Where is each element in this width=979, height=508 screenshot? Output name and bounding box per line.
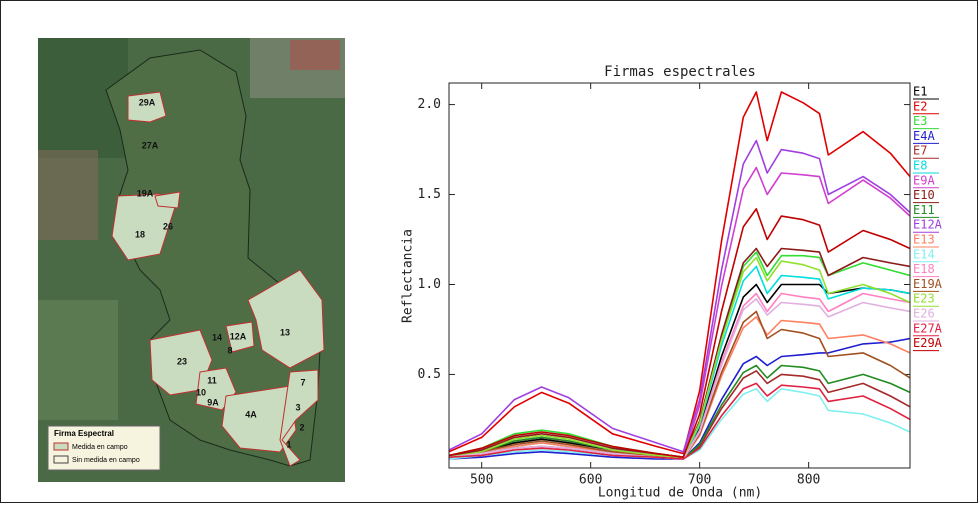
legend-label: E3 — [913, 114, 927, 128]
legend-label: E18 — [913, 262, 935, 276]
y-tick-label: 1.5 — [418, 187, 441, 202]
plot-label: 7 — [300, 377, 305, 387]
legend-label: E13 — [913, 233, 935, 247]
legend-swatch — [53, 455, 69, 464]
series-line — [449, 283, 910, 458]
plot-label: 12A — [230, 331, 247, 341]
plot — [111, 193, 177, 261]
series-line — [449, 310, 910, 460]
plot-label: 8 — [227, 345, 232, 355]
plot — [247, 269, 325, 369]
plot-label: 9A — [207, 397, 219, 407]
plot-label: 29A — [139, 97, 156, 107]
plot-label: 14 — [212, 332, 222, 342]
map-patch — [38, 300, 118, 420]
legend-label: E27A — [913, 321, 943, 335]
legend-label: E4A — [913, 129, 935, 143]
y-axis-label: Reflectancia — [401, 229, 416, 323]
map-legend-item: Sin medida en campo — [72, 457, 140, 464]
plot-label: 1 — [286, 439, 291, 449]
legend-label: E23 — [913, 292, 935, 306]
series-line — [449, 208, 910, 458]
plot-label: 26 — [163, 221, 173, 231]
x-tick-label: 700 — [688, 473, 711, 488]
plot-label: 10 — [196, 387, 206, 397]
y-tick-label: 1.0 — [418, 277, 441, 292]
plot — [225, 321, 255, 353]
series-line — [449, 247, 910, 458]
map-legend-title: Firma Espectral — [54, 429, 114, 438]
plot — [127, 91, 167, 123]
map-patch — [38, 150, 98, 240]
map-patch — [290, 40, 340, 70]
plot-label: 4A — [245, 409, 257, 419]
x-tick-label: 500 — [470, 473, 493, 488]
map: Firma Espectral Medida en campo Sin medi… — [38, 38, 345, 482]
plot-label: 23 — [177, 356, 187, 366]
series-line — [449, 91, 910, 455]
series-line — [449, 382, 910, 460]
plot-lines — [449, 91, 910, 460]
series-line — [449, 139, 910, 453]
legend-label: E26 — [913, 307, 935, 321]
legend-label: E29A — [913, 336, 943, 350]
plot-label: 2 — [299, 422, 304, 432]
map-legend-item: Medida en campo — [72, 444, 128, 451]
chart-title: Firmas espectrales — [604, 64, 756, 80]
plot-label: 19A — [137, 188, 154, 198]
plot-label: 3 — [295, 402, 300, 412]
series-line — [449, 388, 910, 460]
series-line — [449, 364, 910, 460]
plot — [279, 369, 319, 467]
legend-swatch — [53, 442, 69, 451]
series-line — [449, 298, 910, 460]
x-tick-label: 600 — [579, 473, 602, 488]
plot-frame — [448, 82, 911, 469]
legend-label: E10 — [913, 188, 935, 202]
legend-label: E1 — [913, 85, 927, 99]
plot-label: 13 — [280, 327, 290, 337]
plot-label: 11 — [207, 375, 217, 385]
legend-label: E8 — [913, 159, 927, 173]
legend-label: E7 — [913, 144, 927, 158]
x-axis-label: Longitud de Onda (nm) — [598, 486, 762, 501]
series-line — [449, 256, 910, 458]
y-tick-label: 0.5 — [418, 367, 441, 382]
legend-label: E2 — [913, 99, 927, 113]
series-line — [449, 316, 910, 460]
plot — [154, 191, 181, 209]
legend-label: E11 — [913, 203, 935, 217]
legend-label: E12A — [913, 218, 943, 232]
legend-label: E14 — [913, 247, 935, 261]
legend-label: E19A — [913, 277, 943, 291]
x-tick-label: 800 — [797, 473, 820, 488]
y-tick-label: 2.0 — [418, 97, 441, 112]
legend-label: E9A — [913, 173, 935, 187]
plot-label: 27A — [142, 140, 159, 150]
plot-label: 18 — [135, 229, 145, 239]
